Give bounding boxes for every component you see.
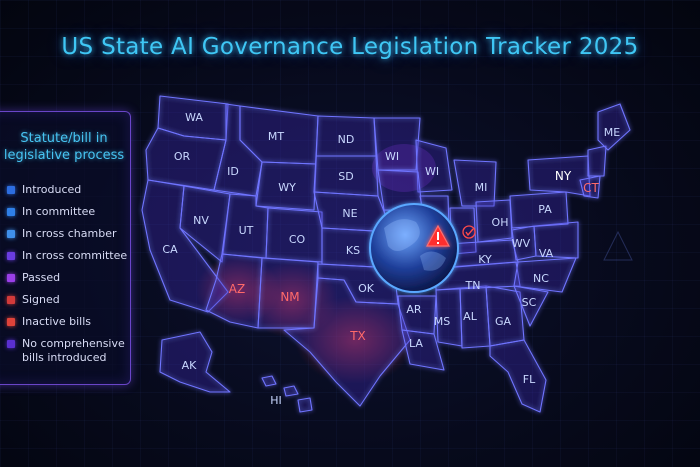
label-oh: OH <box>492 216 509 229</box>
legend-item-introduced: Introduced <box>7 183 127 205</box>
legend-label: No comprehensive bills introduced <box>22 337 125 365</box>
legend-swatch <box>7 230 15 238</box>
label-ga: GA <box>495 315 512 328</box>
legend-swatch <box>7 340 15 348</box>
label-mt: MT <box>268 130 284 143</box>
state-wy <box>255 161 317 211</box>
label-or: OR <box>174 150 191 163</box>
warning-icon <box>425 224 451 247</box>
label-ok: OK <box>358 282 375 295</box>
state-oh <box>475 199 513 243</box>
legend-label-line2: bills introduced <box>22 351 107 364</box>
label-wv: WV <box>512 237 531 250</box>
label-ny: NY <box>555 169 572 183</box>
state-pa <box>509 191 569 229</box>
legend-panel: Statute/bill in legislative process Intr… <box>0 111 131 385</box>
legend-swatch <box>7 186 15 194</box>
label-nc: NC <box>533 272 549 285</box>
label-az: AZ <box>229 282 245 296</box>
label-nd: ND <box>338 133 355 146</box>
label-wi-north: WI <box>385 150 399 163</box>
state-ne-states <box>587 145 607 177</box>
legend-label: Introduced <box>22 183 82 196</box>
state-tx <box>283 277 411 407</box>
label-ca: CA <box>162 243 178 256</box>
state-me <box>597 103 631 151</box>
legend-label: In cross committee <box>22 249 128 262</box>
label-ar: AR <box>406 303 422 316</box>
label-ak: AK <box>182 359 198 372</box>
legend-list: Introduced In committee In cross chamber… <box>7 183 127 369</box>
legend-label: Signed <box>22 293 60 306</box>
legend-swatch <box>7 208 15 216</box>
page-title: US State AI Governance Legislation Track… <box>61 34 639 60</box>
legend-label: Passed <box>22 271 61 284</box>
label-me: ME <box>604 126 620 139</box>
label-id: ID <box>227 165 239 178</box>
legend-title-line1: Statute/bill in <box>20 131 108 146</box>
label-ms: MS <box>434 315 450 328</box>
label-ky: KY <box>478 253 492 266</box>
state-la <box>401 329 445 371</box>
label-nm: NM <box>280 290 299 304</box>
state-fl <box>489 339 547 413</box>
label-fl: FL <box>523 373 536 386</box>
legend-label: Inactive bills <box>22 315 92 328</box>
legend-item-no-comprehensive: No comprehensive bills introduced <box>7 337 127 369</box>
label-mi: MI <box>475 181 488 194</box>
label-al: AL <box>463 310 478 323</box>
label-va: VA <box>539 247 554 260</box>
state-mn <box>373 117 421 171</box>
legend-title: Statute/bill in legislative process <box>0 130 129 164</box>
legend-swatch <box>7 296 15 304</box>
legend-item-in-committee: In committee <box>7 205 127 227</box>
legend-swatch <box>7 318 15 326</box>
state-hi <box>261 375 313 413</box>
legend-swatch <box>7 252 15 260</box>
globe-icon <box>369 203 459 293</box>
label-wa: WA <box>185 111 203 124</box>
state-ct <box>579 175 601 199</box>
legend-label: In committee <box>22 205 96 218</box>
label-ne: NE <box>342 207 357 220</box>
legend-label-line1: No comprehensive <box>22 337 125 350</box>
state-sc <box>513 285 549 327</box>
label-sc: SC <box>522 296 537 309</box>
checkmark-icon <box>462 225 476 239</box>
state-nc <box>513 257 577 293</box>
legend-swatch <box>7 274 15 282</box>
legend-item-passed: Passed <box>7 271 127 293</box>
label-ct: CT <box>583 181 599 195</box>
label-hi: HI <box>270 394 282 407</box>
label-tn: TN <box>465 279 481 292</box>
label-tx: TX <box>349 329 366 343</box>
state-ny <box>527 155 591 197</box>
label-nv: NV <box>193 214 209 227</box>
label-ut: UT <box>239 224 254 237</box>
legend-title-line2: legislative process <box>3 148 125 163</box>
legend-label: In cross chamber <box>22 227 117 240</box>
label-sd: SD <box>338 170 353 183</box>
label-pa: PA <box>538 203 552 216</box>
legend-item-signed: Signed <box>7 293 127 315</box>
label-la: LA <box>409 337 423 350</box>
legend-item-inactive-bills: Inactive bills <box>7 315 127 337</box>
label-ks: KS <box>346 244 360 257</box>
legend-item-in-cross-committee: In cross committee <box>7 249 127 271</box>
legend-item-in-cross-chamber: In cross chamber <box>7 227 127 249</box>
label-co: CO <box>289 233 306 246</box>
state-ak <box>159 331 231 393</box>
decorative-triangle-icon <box>603 230 633 261</box>
label-wi: WI <box>425 165 439 178</box>
label-wy: WY <box>278 181 296 194</box>
